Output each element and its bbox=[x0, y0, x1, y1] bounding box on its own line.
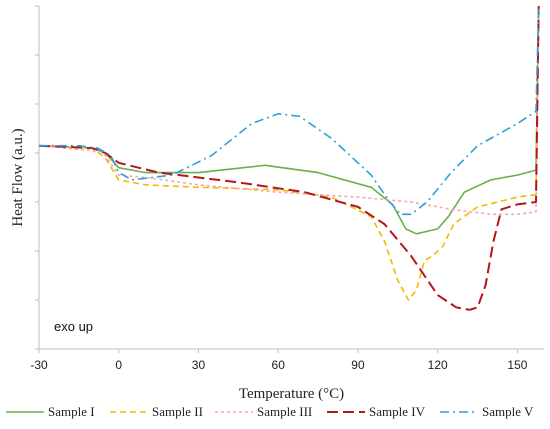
x-tick-label: -30 bbox=[30, 358, 48, 372]
x-tick-label: 30 bbox=[192, 358, 206, 372]
series-line-3 bbox=[38, 10, 540, 216]
x-axis-title: Temperature (°C) bbox=[239, 386, 344, 402]
x-tick-label: 90 bbox=[351, 358, 365, 372]
series-line-1 bbox=[38, 5, 540, 235]
series-line-2 bbox=[38, 5, 540, 301]
legend-label-3: Sample III bbox=[257, 404, 312, 419]
legend-label-5: Sample V bbox=[482, 404, 534, 419]
series-layer bbox=[38, 5, 540, 311]
axes: -30 0 30 60 90 120 150 bbox=[30, 5, 544, 372]
y-axis-title: Heat Flow (a.u.) bbox=[10, 128, 26, 226]
x-tick-label: 0 bbox=[115, 358, 122, 372]
legend-label-4: Sample IV bbox=[369, 404, 426, 419]
x-tick-label: 60 bbox=[272, 358, 286, 372]
exo-up-annotation: exo up bbox=[54, 319, 93, 334]
legend-label-2: Sample II bbox=[152, 404, 203, 419]
series-line-5 bbox=[39, 5, 540, 216]
legend: Sample I Sample II Sample III Sample IV Samp… bbox=[6, 404, 534, 419]
series-line-4 bbox=[38, 5, 540, 311]
legend-label-1: Sample I bbox=[48, 404, 95, 419]
x-tick-label: 150 bbox=[507, 358, 527, 372]
x-tick-label: 120 bbox=[428, 358, 448, 372]
